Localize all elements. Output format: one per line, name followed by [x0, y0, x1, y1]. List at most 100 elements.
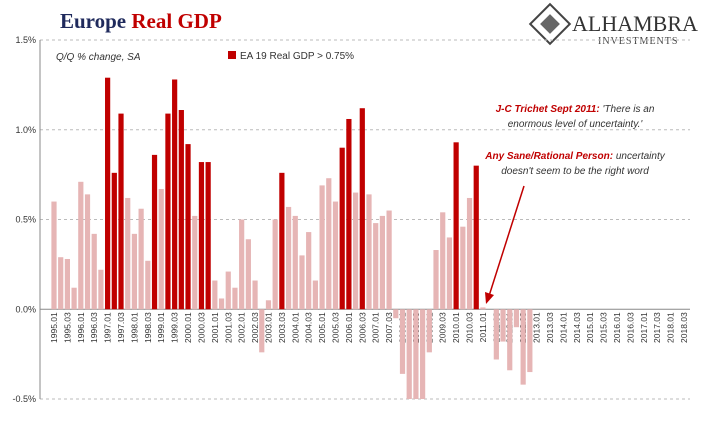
bar [393, 309, 399, 319]
annotation-line: enormous level of uncertainty.' [508, 119, 644, 130]
bar [359, 108, 365, 310]
bar [232, 287, 238, 310]
x-tick-label: 2003.03 [277, 312, 287, 343]
x-tick-label: 2005.03 [330, 312, 340, 343]
bar [373, 223, 379, 310]
x-tick-label: 2002.01 [237, 312, 247, 343]
bar [51, 201, 57, 310]
x-tick-label: 1996.03 [89, 312, 99, 343]
x-tick-label: 2014.03 [572, 312, 582, 343]
logo-name: ALHAMBRA [572, 11, 698, 36]
bar [346, 118, 352, 310]
subtitle: Q/Q % change, SA [56, 52, 141, 63]
logo-tagline: INVESTMENTS [598, 36, 678, 47]
bar [480, 307, 486, 310]
bar [446, 237, 453, 310]
x-tick-label: 2015.01 [585, 312, 595, 343]
x-tick-label: 2009.03 [438, 312, 448, 343]
bar [259, 309, 265, 353]
annotation-speaker: Any Sane/Rational Person: [484, 151, 613, 162]
bar [145, 260, 151, 310]
bar [285, 206, 292, 310]
bar [185, 144, 191, 310]
bar [352, 192, 359, 310]
bar [413, 309, 419, 399]
bar [339, 147, 345, 310]
bar [272, 219, 278, 310]
x-tick-label: 2018.01 [666, 312, 676, 343]
bar [84, 194, 91, 310]
bar [426, 309, 432, 353]
x-tick-label: 2016.01 [612, 312, 622, 343]
arrow-head [485, 292, 494, 304]
x-tick-label: 2013.01 [532, 312, 542, 343]
y-tick-label: 1.0% [15, 125, 36, 135]
annotation-line: Any Sane/Rational Person: uncertainty [484, 151, 666, 162]
x-tick-label: 2014.01 [558, 312, 568, 343]
bar [98, 269, 104, 310]
x-tick-label: 2004.01 [290, 312, 300, 343]
x-tick-label: 1996.01 [76, 312, 86, 343]
bar [299, 255, 305, 310]
x-tick-label: 1997.03 [116, 312, 126, 343]
bar [111, 172, 117, 310]
bar [420, 309, 426, 399]
bar [279, 172, 285, 310]
logo-icon [528, 2, 572, 46]
bar [165, 113, 171, 310]
bar [265, 300, 272, 310]
bar [319, 185, 325, 310]
bar [460, 226, 466, 310]
x-tick-label: 2010.01 [451, 312, 461, 343]
x-tick-label: 1995.01 [49, 312, 59, 343]
bar [158, 188, 164, 310]
bar [493, 309, 499, 360]
x-tick-label: 1999.03 [170, 312, 180, 343]
bar [453, 142, 459, 310]
x-tick-label: 2017.01 [639, 312, 649, 343]
bar [178, 110, 184, 310]
bar [91, 233, 97, 310]
x-tick-label: 1995.03 [62, 312, 72, 343]
bar [500, 309, 506, 342]
bar [198, 162, 205, 310]
bar [105, 77, 111, 310]
bar [245, 239, 251, 310]
x-tick-label: 2018.03 [679, 312, 689, 343]
bar [507, 309, 513, 371]
bar [473, 165, 479, 310]
bar [205, 162, 211, 310]
bar [292, 215, 298, 310]
bar [58, 257, 64, 310]
annotations: J-C Trichet Sept 2011: 'There is an enor… [484, 104, 666, 177]
bar [78, 181, 84, 310]
bar [64, 258, 71, 310]
bar [71, 287, 77, 310]
bar [192, 215, 198, 310]
x-tick-label: 2007.01 [371, 312, 381, 343]
title-rest: Real GDP [131, 9, 222, 33]
bar [520, 309, 526, 385]
chart-title: Europe Real GDP [60, 9, 222, 33]
x-tick-label: 2016.03 [625, 312, 635, 343]
x-tick-label: 1999.01 [156, 312, 166, 343]
x-tick-label: 2001.03 [223, 312, 233, 343]
plot: -0.5% 0.0% 0.5% 1.0% 1.5% 1995.01 1995.03 1996.… [12, 35, 690, 404]
x-tick-label: 2003.01 [263, 312, 273, 343]
bar [172, 79, 178, 310]
y-tick-label: 0.0% [15, 304, 36, 314]
x-tick-label: 2000.01 [183, 312, 193, 343]
title-lead: Europe [60, 9, 126, 33]
bar [239, 219, 245, 310]
x-tick-label: 2000.03 [196, 312, 206, 343]
x-tick-label: 1997.01 [103, 312, 113, 343]
x-tick-label: 2013.03 [545, 312, 555, 343]
bar [466, 197, 473, 310]
logo: ALHAMBRA INVESTMENTS [528, 2, 698, 47]
bar [252, 280, 258, 310]
bar [326, 178, 332, 310]
bar [440, 212, 446, 310]
bar [399, 309, 406, 374]
bar [433, 250, 439, 310]
